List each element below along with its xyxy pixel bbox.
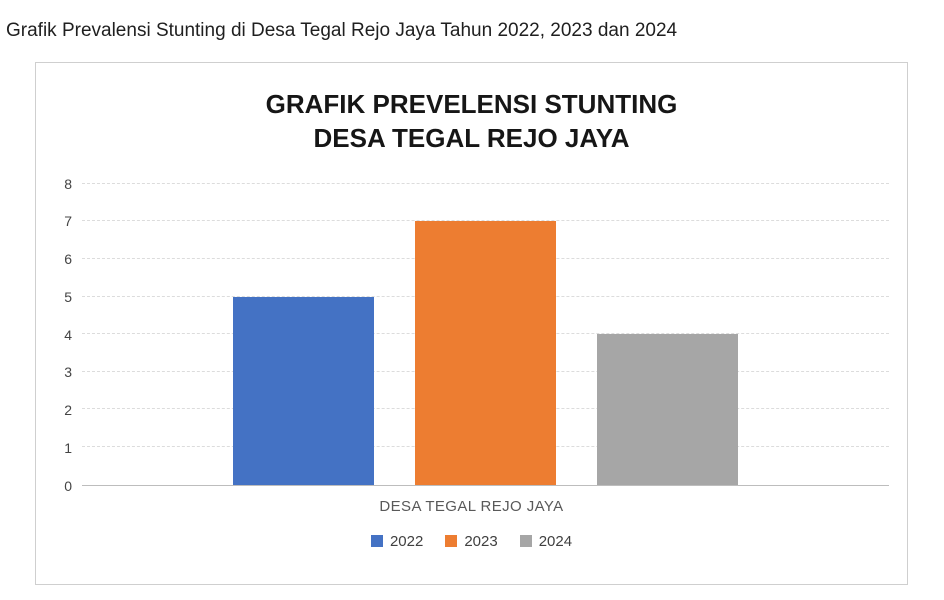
y-tick-label: 7: [64, 213, 72, 230]
legend-item-2023: 2023: [445, 532, 498, 550]
legend-label: 2022: [389, 532, 424, 550]
chart-container: GRAFIK PREVELENSI STUNTING DESA TEGAL RE…: [35, 62, 908, 585]
plot-area: [82, 182, 889, 486]
y-axis: 0 1 2 3 4 5 6 7 8: [48, 176, 82, 494]
gridline: [82, 220, 889, 222]
y-tick-label: 8: [64, 175, 72, 192]
y-tick-label: 3: [64, 364, 72, 381]
y-tick-label: 0: [64, 477, 72, 494]
x-axis-label: DESA TEGAL REJO JAYA: [379, 497, 564, 515]
y-tick-label: 2: [64, 402, 72, 419]
legend-item-2022: 2022: [370, 532, 424, 550]
y-tick-label: 6: [64, 251, 72, 268]
y-tick-label: 5: [64, 288, 72, 305]
legend-swatch: [445, 535, 458, 548]
plot-wrap: 0 1 2 3 4 5 6 7 8: [36, 176, 907, 494]
legend-swatch: [519, 535, 532, 548]
legend-label: 2023: [464, 532, 498, 550]
bar-2023: [415, 221, 556, 485]
legend-item-2024: 2024: [519, 532, 573, 550]
legend-swatch: [370, 535, 383, 548]
y-tick-label: 4: [64, 326, 72, 343]
bar-2022: [233, 296, 374, 485]
chart-title: GRAFIK PREVELENSI STUNTING DESA TEGAL RE…: [36, 87, 907, 156]
bar-2024: [597, 334, 738, 485]
chart-title-line1: GRAFIK PREVELENSI STUNTING: [265, 89, 678, 119]
legend-label: 2024: [538, 532, 573, 550]
gridline: [82, 182, 889, 184]
chart-title-line2: DESA TEGAL REJO JAYA: [313, 123, 630, 154]
legend: 2022 2023 2024: [36, 533, 907, 550]
y-tick-label: 1: [64, 439, 72, 456]
bars-group: [82, 184, 889, 485]
page-caption: Grafik Prevalensi Stunting di Desa Tegal…: [6, 20, 678, 41]
